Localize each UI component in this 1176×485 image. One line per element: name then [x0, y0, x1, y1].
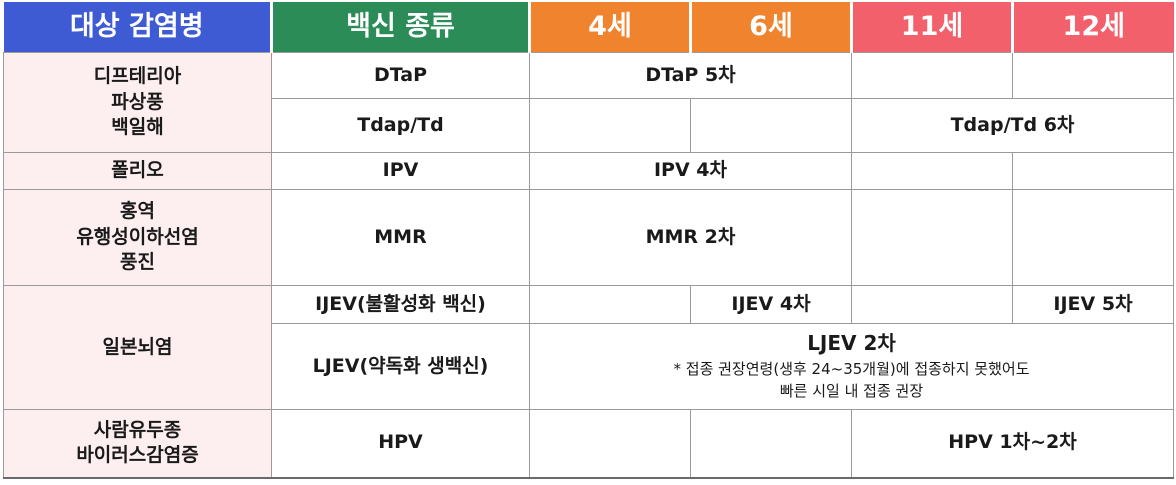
header-age-11: 11세 — [851, 2, 1014, 53]
disease-hpv-line-2: 바이러스감염증 — [76, 444, 199, 467]
table-row: 홍역 유행성이하선염 풍진 MMR MMR 2차 — [3, 189, 1174, 286]
vaccine-ljev: LJEV(약독화 생백신) — [271, 323, 530, 410]
disease-dtp-line-2: 파상풍 — [111, 90, 164, 113]
empty-cell — [1012, 52, 1174, 99]
empty-cell — [851, 152, 1013, 190]
empty-cell — [1012, 189, 1174, 286]
dose-mmr-2: MMR 2차 — [529, 189, 852, 286]
disease-mmr: 홍역 유행성이하선염 풍진 — [3, 189, 272, 286]
vaccine-hpv: HPV — [271, 409, 530, 479]
dose-hpv-1-2: HPV 1차~2차 — [851, 409, 1174, 479]
vaccine-dtap: DTaP — [271, 52, 530, 99]
dose-ljev-2: LJEV 2차 * 접종 권장연령(생후 24~35개월)에 접종하지 못했어도… — [529, 323, 1174, 410]
disease-mmr-line-3: 풍진 — [120, 251, 155, 274]
vaccine-ipv: IPV — [271, 152, 530, 190]
header-age-12: 12세 — [1012, 2, 1174, 53]
table-row: 사람유두종 바이러스감염증 HPV HPV 1차~2차 — [3, 409, 1174, 479]
table-row: LJEV(약독화 생백신) LJEV 2차 * 접종 권장연령(생후 24~35… — [4, 323, 1174, 410]
disease-je: 일본뇌염 — [3, 285, 272, 410]
disease-dtp-line-3: 백일해 — [111, 116, 164, 139]
header-vaccine: 백신 종류 — [271, 2, 531, 53]
disease-hpv: 사람유두종 바이러스감염증 — [3, 409, 272, 479]
disease-polio: 폴리오 — [3, 152, 272, 190]
empty-cell — [690, 409, 852, 479]
empty-cell — [851, 52, 1013, 99]
dose-tdap-6: Tdap/Td 6차 — [851, 98, 1174, 153]
disease-dtp-line-1: 디프테리아 — [93, 65, 182, 88]
ljev-note-line-2: 빠른 시일 내 접종 권장 — [779, 382, 924, 400]
dose-ijev-5: IJEV 5차 — [1012, 285, 1174, 324]
vaccine-tdap: Tdap/Td — [271, 98, 530, 153]
dose-ijev-4: IJEV 4차 — [690, 285, 852, 324]
empty-cell — [529, 285, 691, 324]
empty-cell — [851, 189, 1013, 286]
empty-cell — [851, 285, 1013, 324]
empty-cell — [1012, 152, 1174, 190]
table-row: 폴리오 IPV IPV 4차 — [3, 152, 1174, 190]
empty-cell — [529, 98, 691, 153]
vaccination-schedule-table: 대상 감염병 백신 종류 4세 6세 11세 12세 디프테리아 파상풍 백일해… — [3, 2, 1174, 479]
empty-cell — [690, 98, 852, 153]
vaccination-table-container: 대상 감염병 백신 종류 4세 6세 11세 12세 디프테리아 파상풍 백일해… — [3, 2, 1174, 481]
header-age-6: 6세 — [690, 2, 853, 53]
disease-dtp: 디프테리아 파상풍 백일해 — [3, 52, 272, 153]
disease-hpv-line-1: 사람유두종 — [93, 418, 182, 441]
dose-dtap-5: DTaP 5차 — [529, 52, 852, 99]
empty-cell — [529, 409, 691, 479]
ljev-note-line-1: * 접종 권장연령(생후 24~35개월)에 접종하지 못했어도 — [673, 360, 1030, 379]
dose-ljev-2-label: LJEV 2차 — [807, 331, 896, 356]
table-row: 디프테리아 파상풍 백일해 DTaP DTaP 5차 — [3, 52, 1174, 153]
dose-ipv-4: IPV 4차 — [529, 152, 852, 190]
table-row: Tdap/Td Tdap/Td 6차 — [4, 98, 1174, 153]
vaccine-mmr: MMR — [271, 189, 530, 286]
vaccine-ijev: IJEV(불활성화 백신) — [271, 285, 530, 324]
header-row: 대상 감염병 백신 종류 4세 6세 11세 12세 — [3, 2, 1174, 53]
disease-mmr-line-1: 홍역 — [120, 200, 155, 223]
header-age-4: 4세 — [529, 2, 692, 53]
table-row: 일본뇌염 IJEV(불활성화 백신) IJEV 4차 IJEV 5차 — [3, 285, 1174, 410]
header-disease: 대상 감염병 — [3, 2, 273, 53]
disease-mmr-line-2: 유행성이하선염 — [76, 225, 199, 248]
